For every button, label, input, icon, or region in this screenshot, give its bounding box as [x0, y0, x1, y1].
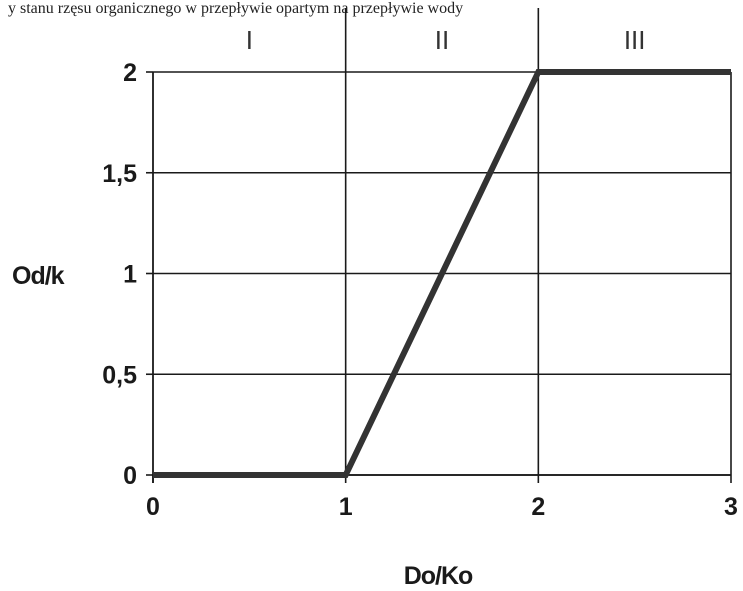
series-line-0 [153, 69, 731, 478]
y-tick-label-2: 1 [123, 261, 137, 289]
x-tick-label-2: 2 [531, 493, 545, 521]
y-tick-label-0: 0 [123, 462, 137, 490]
tick-labels: 0 0,5 1 1,5 2 0 1 2 3 [102, 59, 738, 521]
region-label-1: I [246, 25, 253, 55]
region-label-3: III [624, 25, 646, 55]
y-tick-label-3: 1,5 [102, 160, 137, 188]
x-tick-label-0: 0 [146, 493, 160, 521]
x-tick-label-3: 3 [724, 493, 738, 521]
x-axis-title: Do/Ko [404, 562, 473, 590]
series [153, 69, 731, 478]
region-labels: I II III [246, 25, 646, 55]
y-axis-title: Od/k [12, 262, 65, 290]
top-caption: y stanu rzęsu organicznego w przepływie … [8, 0, 463, 17]
grid [146, 8, 732, 483]
y-tick-label-1: 0,5 [102, 361, 137, 389]
region-label-2: II [435, 25, 449, 55]
x-tick-label-1: 1 [339, 493, 353, 521]
y-tick-label-4: 2 [123, 59, 137, 87]
